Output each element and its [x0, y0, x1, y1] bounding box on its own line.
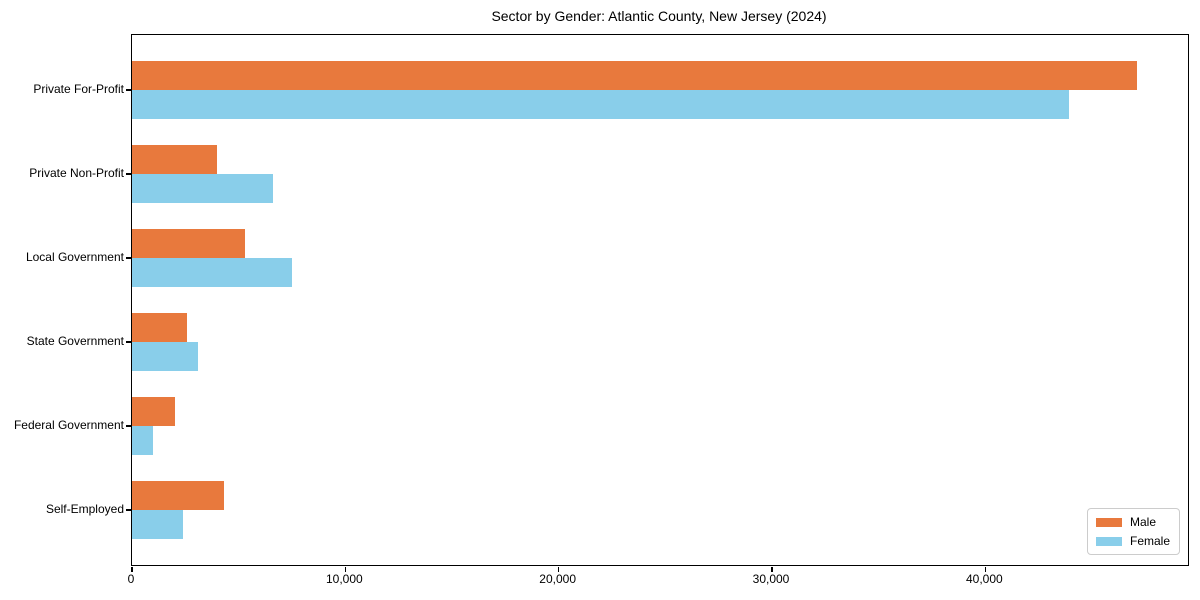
- legend: Male Female: [1086, 508, 1180, 555]
- y-tick: [126, 173, 131, 175]
- bar-male-2: [132, 228, 246, 258]
- bar-male-0: [132, 60, 1137, 90]
- y-tick: [126, 257, 131, 259]
- legend-entry-male: Male: [1095, 515, 1170, 529]
- plot-area: Male Female: [126, 34, 1189, 572]
- legend-entry-female: Female: [1095, 534, 1170, 548]
- bar-male-5: [132, 480, 224, 510]
- chart-title: Sector by Gender: Atlantic County, New J…: [491, 8, 827, 24]
- legend-label-male: Male: [1129, 515, 1156, 529]
- bar-female-5: [132, 510, 184, 540]
- bar-female-2: [132, 258, 292, 288]
- category-label: Federal Government: [13, 417, 124, 432]
- legend-label-female: Female: [1129, 534, 1170, 548]
- bar-female-4: [132, 426, 154, 456]
- y-tick: [126, 425, 131, 427]
- x-tick-label: 20,000: [539, 572, 577, 586]
- x-tick-label: 30,000: [752, 572, 790, 586]
- bar-female-0: [132, 90, 1069, 120]
- y-tick: [126, 509, 131, 511]
- female-swatch: [1095, 536, 1122, 546]
- x-tick-label: 40,000: [965, 572, 1003, 586]
- x-tick-label: 10,000: [325, 572, 363, 586]
- bar-female-1: [132, 174, 273, 204]
- x-tick: [557, 567, 560, 572]
- x-tick: [984, 567, 987, 572]
- male-swatch: [1095, 517, 1122, 527]
- x-tick-label: 0: [127, 572, 135, 586]
- category-label: Local Government: [25, 249, 124, 264]
- x-tick: [771, 567, 773, 572]
- category-label: Self-Employed: [45, 501, 124, 516]
- category-label: Private Non-Profit: [29, 165, 124, 180]
- y-tick: [126, 89, 131, 91]
- x-tick: [131, 567, 133, 572]
- category-label: Private For-Profit: [33, 81, 124, 96]
- x-tick: [344, 567, 347, 572]
- bar-male-4: [132, 396, 175, 426]
- bar-male-3: [132, 312, 188, 342]
- y-tick: [126, 341, 131, 343]
- bar-male-1: [132, 144, 218, 174]
- category-label: State Government: [26, 333, 124, 348]
- bar-female-3: [132, 342, 199, 372]
